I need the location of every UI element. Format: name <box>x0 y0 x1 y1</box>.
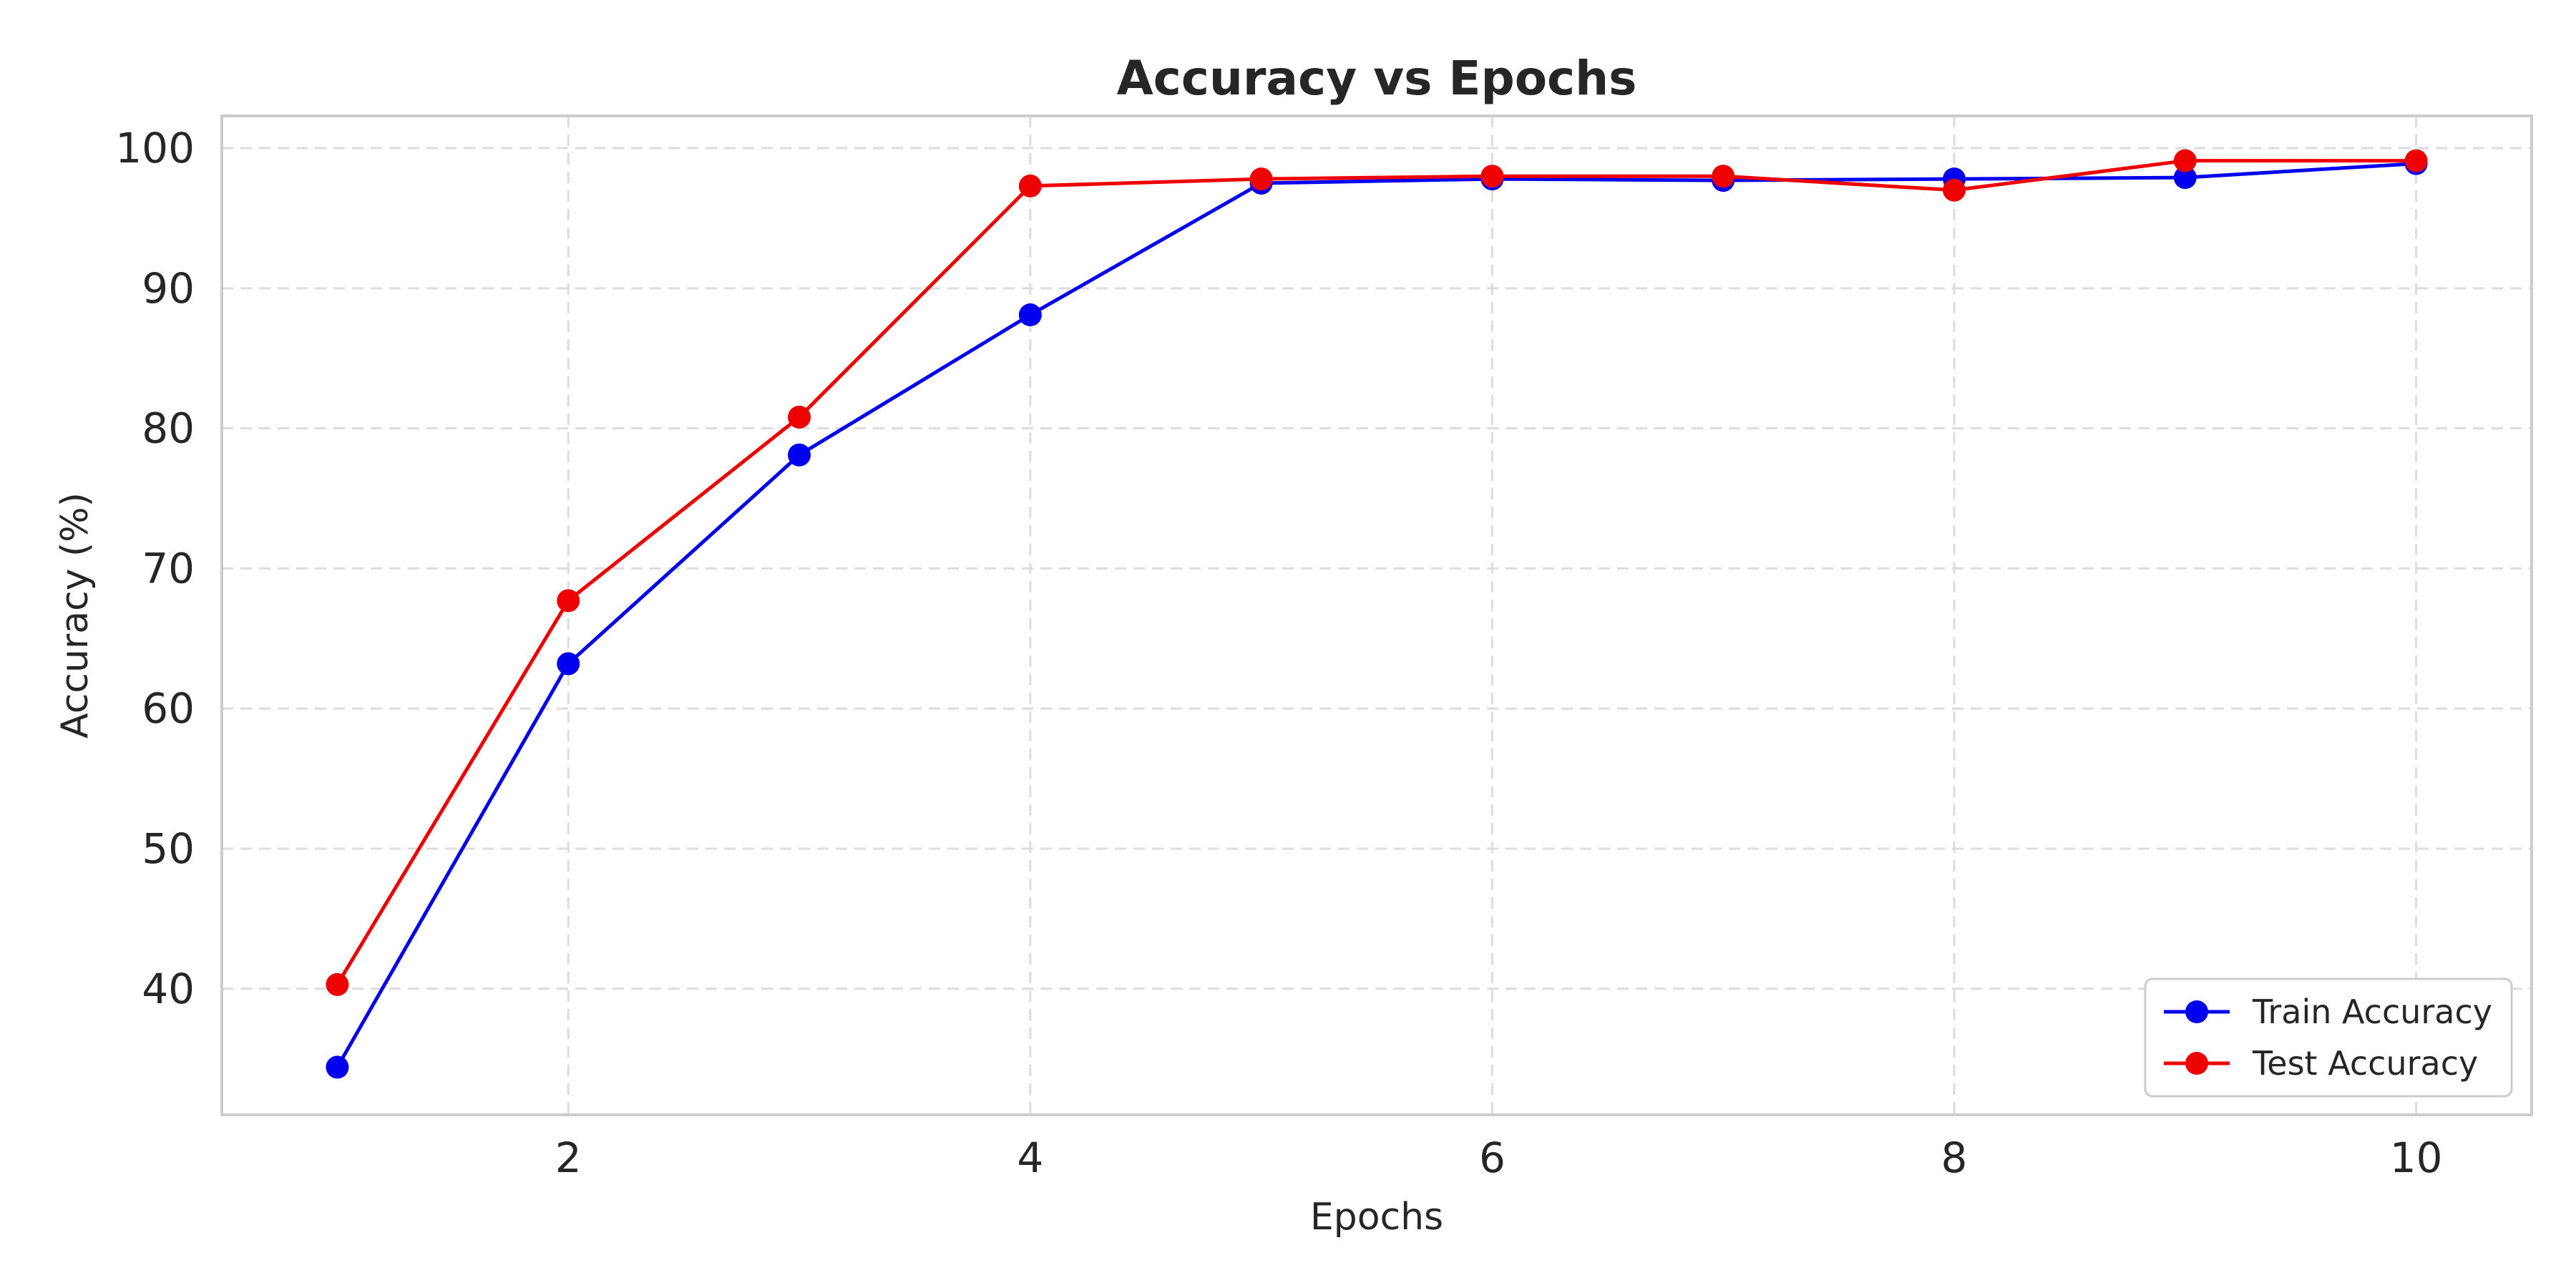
data-point <box>788 443 811 467</box>
legend-entries: Train Accuracy Test Accuracy <box>2164 992 2492 1083</box>
legend-label: Train Accuracy <box>2252 992 2492 1031</box>
legend-label: Test Accuracy <box>2252 1044 2478 1083</box>
data-point <box>1480 165 1504 188</box>
data-point <box>1018 174 1042 197</box>
y-tick-label: 100 <box>115 124 195 172</box>
legend-marker <box>2185 1052 2208 1075</box>
y-tick-label: 70 <box>142 544 195 592</box>
data-point <box>326 972 349 996</box>
x-tick-label: 8 <box>1941 1133 1968 1182</box>
x-axis-label: Epochs <box>1310 1196 1443 1239</box>
plot-frame <box>220 114 2533 1116</box>
x-tick-label: 6 <box>1479 1133 1506 1182</box>
data-point <box>1712 165 1735 188</box>
data-point <box>1943 178 1966 202</box>
legend-marker <box>2185 1000 2208 1023</box>
y-axis-label: Accuracy (%) <box>54 492 97 738</box>
series-2 <box>326 149 2428 996</box>
legend: Train Accuracy Test Accuracy <box>2144 977 2513 1098</box>
series-line <box>336 162 2416 1068</box>
data-point <box>2173 149 2197 172</box>
data-point <box>326 1055 349 1079</box>
data-point <box>1018 303 1042 327</box>
data-point <box>557 652 580 675</box>
grid-lines <box>222 116 2532 1115</box>
x-tick-labels: 2 4 6 8 10 <box>555 1133 2443 1182</box>
y-tick-label: 40 <box>142 965 195 1013</box>
data-point <box>2173 166 2197 190</box>
y-tick-labels: 40 50 60 70 80 90 100 <box>115 124 195 1013</box>
y-tick-label: 90 <box>142 264 195 313</box>
data-point <box>2404 149 2428 172</box>
y-tick-label: 60 <box>142 684 195 733</box>
y-tick-label: 80 <box>142 404 195 453</box>
series-line <box>336 159 2416 986</box>
data-point <box>557 589 580 613</box>
chart-title: Accuracy vs Epochs <box>1117 51 1637 106</box>
x-tick-label: 10 <box>2390 1133 2443 1182</box>
y-tick-label: 50 <box>142 824 195 873</box>
data-point <box>788 405 811 429</box>
x-tick-label: 4 <box>1017 1133 1043 1182</box>
data-point <box>1249 167 1273 191</box>
legend-box <box>2144 977 2513 1098</box>
series-layer <box>326 149 2428 1079</box>
x-tick-label: 2 <box>555 1133 582 1182</box>
